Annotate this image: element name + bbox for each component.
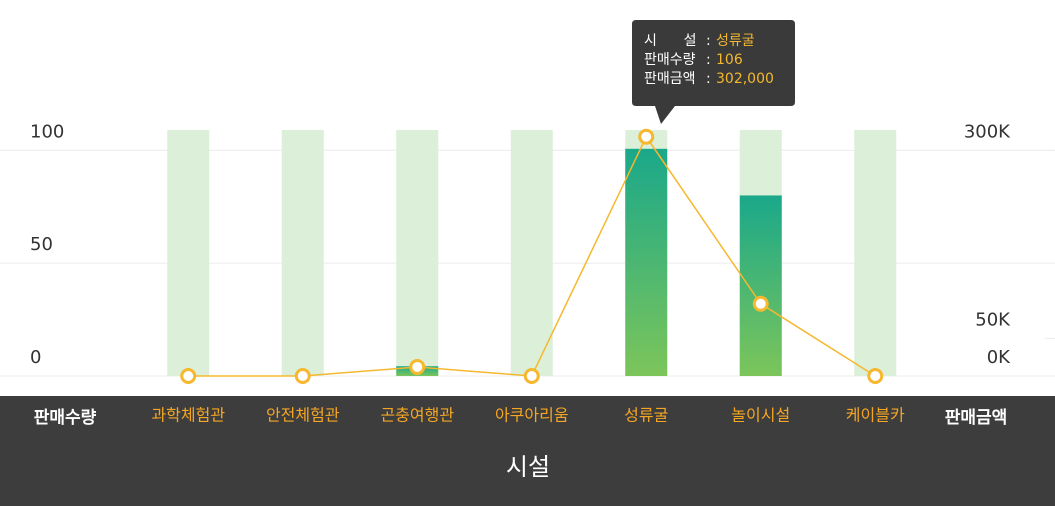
- line-point: [867, 368, 884, 384]
- y2-axis-title: 판매금액: [945, 408, 1008, 428]
- x-tick-label: 안전체험관: [266, 406, 340, 425]
- bar-background: [396, 130, 439, 376]
- bar-background: [281, 130, 324, 376]
- axis-band: [0, 396, 1055, 506]
- y2-tick-label: 0K: [987, 347, 1011, 368]
- bar: [739, 195, 782, 376]
- tooltip-separator: :: [706, 33, 711, 49]
- x-tick-label: 성류굴: [624, 406, 668, 425]
- bar-background: [167, 130, 210, 376]
- line-point: [523, 368, 540, 384]
- line-point: [752, 295, 769, 312]
- bar-background: [854, 130, 897, 376]
- bar: [625, 148, 668, 376]
- tooltip-separator: :: [706, 71, 711, 87]
- tooltip-label: 시 설: [644, 33, 696, 49]
- tooltip-value: 성류굴: [716, 33, 755, 49]
- x-tick-label: 과학체험관: [151, 406, 225, 425]
- line-point: [638, 128, 655, 145]
- y2-tick-label: 300K: [964, 121, 1011, 142]
- x-tick-label: 놀이시설: [731, 406, 790, 425]
- line-point: [180, 368, 197, 384]
- line-point: [294, 368, 311, 384]
- y-axis-title: 판매수량: [34, 408, 97, 428]
- x-axis-title: 시설: [506, 453, 550, 481]
- x-tick-label: 아쿠아리움: [495, 406, 569, 425]
- tooltip-box: [632, 20, 795, 124]
- tooltip-value: 302,000: [716, 71, 774, 87]
- x-tick-label: 케이블카: [846, 406, 905, 425]
- y-tick-label: 0: [30, 347, 41, 368]
- line-point: [409, 358, 426, 375]
- bar-background: [510, 130, 553, 376]
- tooltip-label: 판매금액: [644, 71, 696, 87]
- tooltip-label: 판매수량: [644, 52, 696, 68]
- tooltip-value: 106: [716, 52, 743, 68]
- y-tick-label: 100: [30, 121, 64, 142]
- tooltip-separator: :: [706, 52, 711, 68]
- x-tick-label: 곤충여행관: [380, 406, 454, 425]
- y2-tick-label: 50K: [975, 309, 1011, 330]
- y-tick-label: 50: [30, 234, 53, 255]
